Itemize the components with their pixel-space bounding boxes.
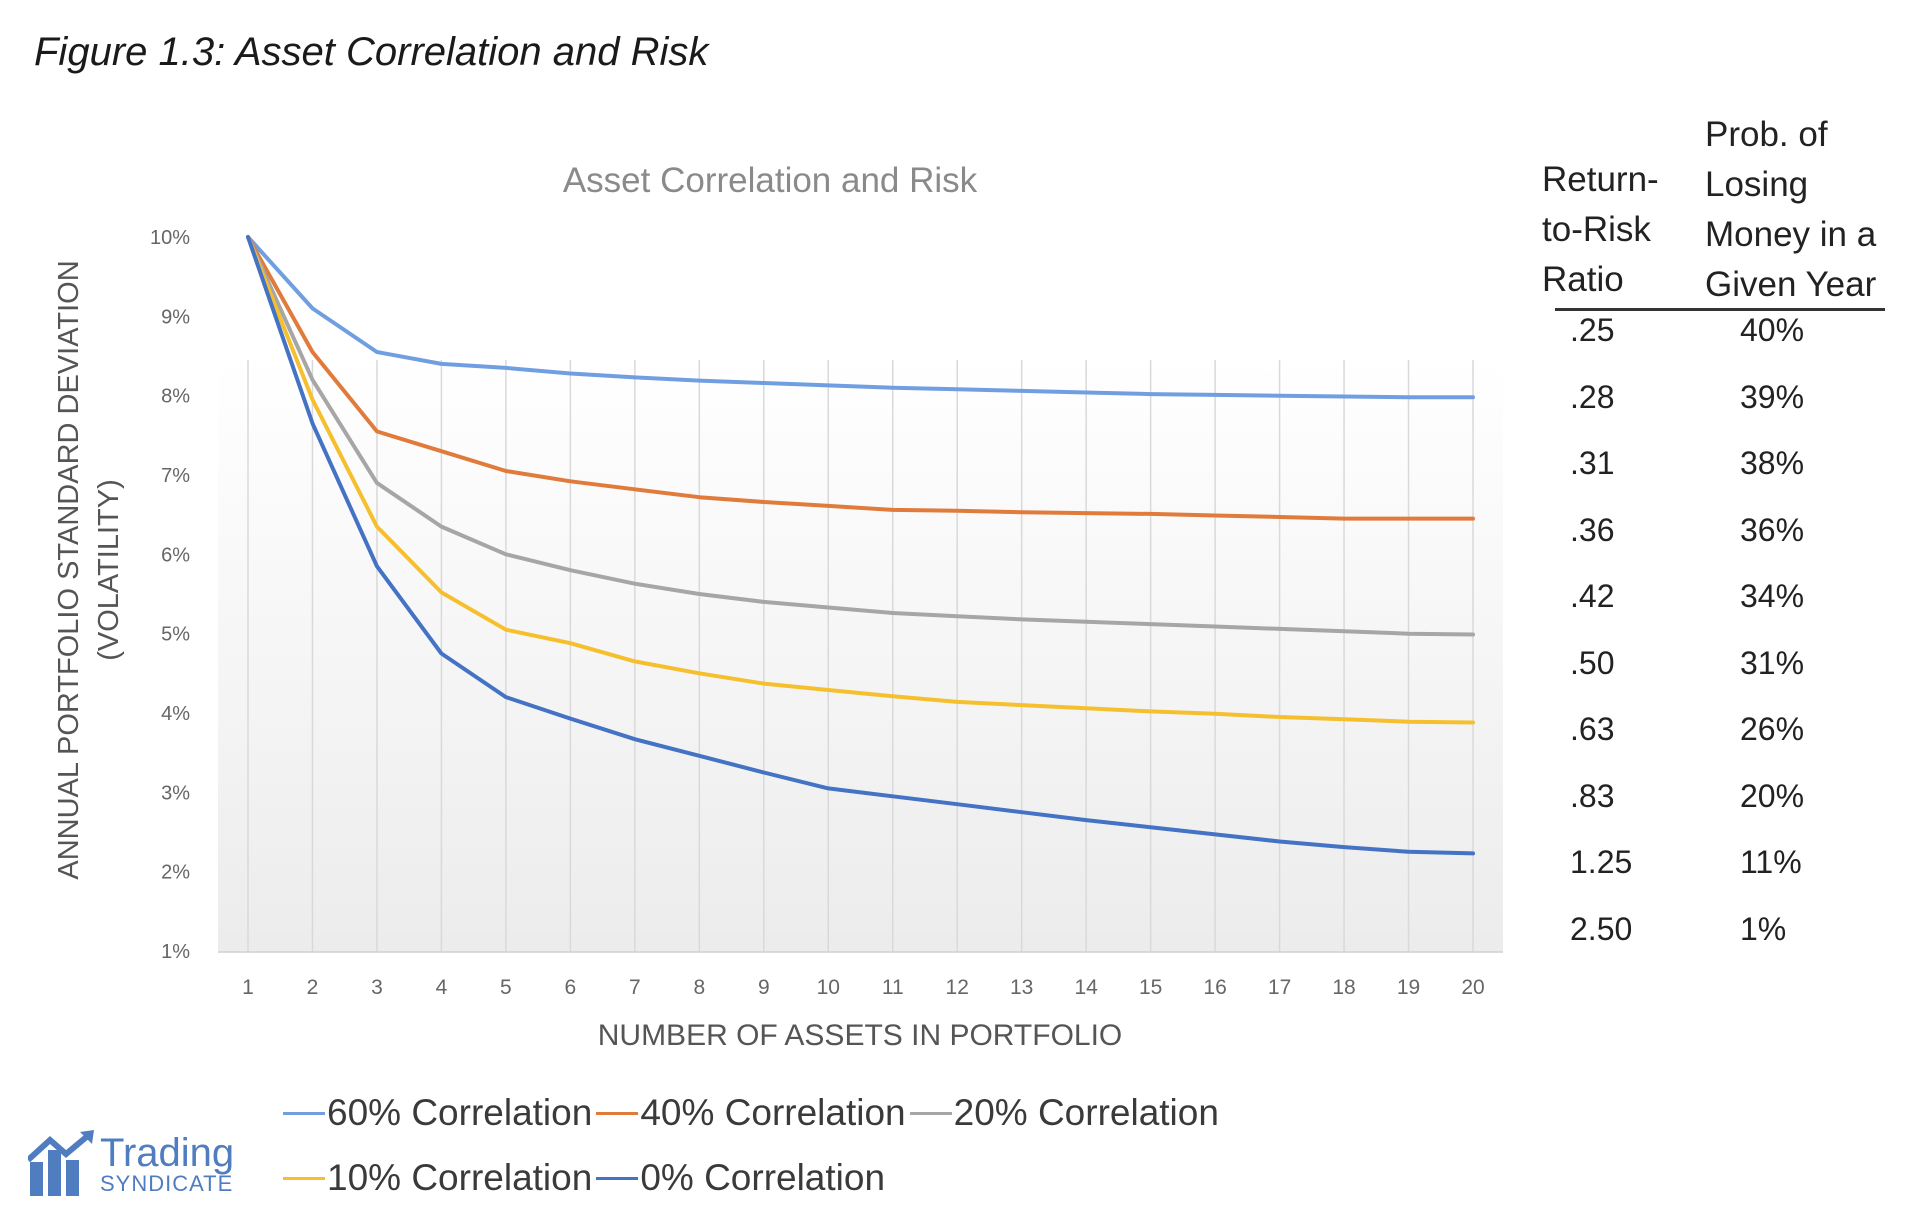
table-cell-ratio: .28 [1570, 378, 1615, 415]
x-axis-label: NUMBER OF ASSETS IN PORTFOLIO [598, 1019, 1123, 1052]
legend-row-2: 10% Correlation 0% Correlation [283, 1157, 889, 1199]
x-tick-label: 5 [500, 976, 512, 999]
legend-label: 10% Correlation [327, 1157, 593, 1198]
table-cell-probability: 38% [1740, 445, 1805, 481]
legend-item: 0% Correlation [596, 1157, 885, 1199]
series-line-10-pct-correlation [246, 235, 1475, 725]
x-tick-label: 9 [758, 976, 770, 999]
table-cell-probability: 1% [1740, 910, 1787, 947]
x-tick-label: 20 [1461, 976, 1484, 999]
table-cell-probability: 40% [1740, 312, 1805, 348]
legend-swatch [596, 1111, 639, 1115]
table-header-ratio: Return- to-Risk Ratio [1542, 160, 1659, 299]
x-tick-label: 2 [307, 976, 319, 999]
table-cell-ratio: .42 [1570, 578, 1615, 614]
logo-word-syndicate: SYNDICATE [100, 1171, 234, 1196]
y-axis-label-line2: (VOLATILITY) [93, 479, 125, 661]
table-cell-ratio: .31 [1570, 445, 1615, 481]
legend-label: 20% Correlation [953, 1092, 1219, 1133]
x-tick-label: 14 [1074, 976, 1098, 999]
y-tick-label: 9% [161, 306, 190, 328]
trading-syndicate-logo: Trading SYNDICATE [28, 1130, 234, 1196]
legend-item: 10% Correlation [283, 1157, 592, 1199]
table-cell-probability: 20% [1740, 777, 1805, 814]
series-line-60-pct-correlation [246, 235, 1475, 400]
x-tick-label: 4 [436, 976, 448, 999]
series-line-40-pct-correlation [246, 235, 1475, 521]
y-tick-label: 8% [161, 386, 190, 408]
figure-title: Figure 1.3: Asset Correlation and Risk [34, 30, 709, 74]
legend-swatch [596, 1176, 639, 1180]
table-cell-ratio: .63 [1570, 711, 1615, 747]
table-cell-ratio: .83 [1570, 777, 1615, 814]
x-tick-label: 11 [882, 976, 904, 999]
logo-word-trading: Trading [100, 1131, 235, 1175]
y-tick-label: 3% [161, 782, 190, 804]
table-cell-ratio: .36 [1570, 511, 1615, 548]
x-tick-label: 18 [1332, 976, 1355, 999]
table-cell-ratio: .25 [1570, 312, 1615, 348]
table-cell-probability: 36% [1740, 511, 1805, 548]
x-tick-label: 8 [693, 976, 705, 999]
chart-title: Asset Correlation and Risk [563, 161, 978, 200]
x-tick-label: 12 [946, 976, 969, 999]
x-tick-label: 13 [1010, 976, 1033, 999]
y-tick-label: 2% [161, 862, 190, 884]
legend-swatch [283, 1176, 325, 1180]
y-tick-label: 10% [150, 227, 190, 249]
bar-chart-logo-icon [28, 1130, 94, 1196]
table-header-rule [1555, 308, 1885, 311]
legend-swatch [909, 1111, 952, 1115]
table-header-probability: Prob. of Losing Money in a Given Year [1705, 115, 1877, 304]
plot-area [218, 360, 1503, 952]
legend-item: 20% Correlation [909, 1092, 1219, 1134]
table-cell-ratio: .50 [1570, 644, 1615, 681]
y-tick-label: 6% [161, 544, 190, 566]
x-tick-label: 19 [1397, 976, 1420, 999]
x-tick-label: 10 [817, 976, 840, 999]
x-tick-label: 7 [629, 976, 641, 999]
y-tick-label: 7% [161, 465, 190, 487]
y-tick-label: 4% [161, 703, 190, 725]
legend-item: 40% Correlation [596, 1092, 906, 1134]
legend-label: 40% Correlation [640, 1092, 906, 1133]
x-tick-label: 3 [371, 976, 383, 999]
legend-row-1: 60% Correlation 40% Correlation 20% Corr… [283, 1092, 1223, 1134]
x-tick-label: 1 [242, 976, 254, 999]
table-cell-probability: 26% [1740, 711, 1805, 747]
legend-label: 60% Correlation [327, 1092, 593, 1133]
x-tick-label: 17 [1268, 976, 1291, 999]
table-cell-probability: 34% [1740, 578, 1805, 614]
x-tick-label: 15 [1139, 976, 1162, 999]
table-cell-ratio: 2.50 [1570, 910, 1633, 947]
y-tick-label: 1% [161, 941, 190, 963]
table-cell-probability: 39% [1740, 378, 1805, 415]
table-cell-ratio: 1.25 [1570, 844, 1633, 880]
x-tick-label: 16 [1203, 976, 1226, 999]
x-tick-label: 6 [565, 976, 577, 999]
y-axis-label-line1: ANNUAL PORTFOLIO STANDARD DEVIATION [53, 260, 85, 879]
table-cell-probability: 11% [1740, 844, 1802, 880]
y-tick-label: 5% [161, 624, 190, 646]
series-line-20-pct-correlation [246, 235, 1475, 637]
legend-swatch [283, 1111, 325, 1115]
legend-item: 60% Correlation [283, 1092, 592, 1134]
series-line-0-pct-correlation [246, 235, 1475, 856]
legend-label: 0% Correlation [640, 1157, 886, 1198]
table-cell-probability: 31% [1740, 644, 1805, 681]
